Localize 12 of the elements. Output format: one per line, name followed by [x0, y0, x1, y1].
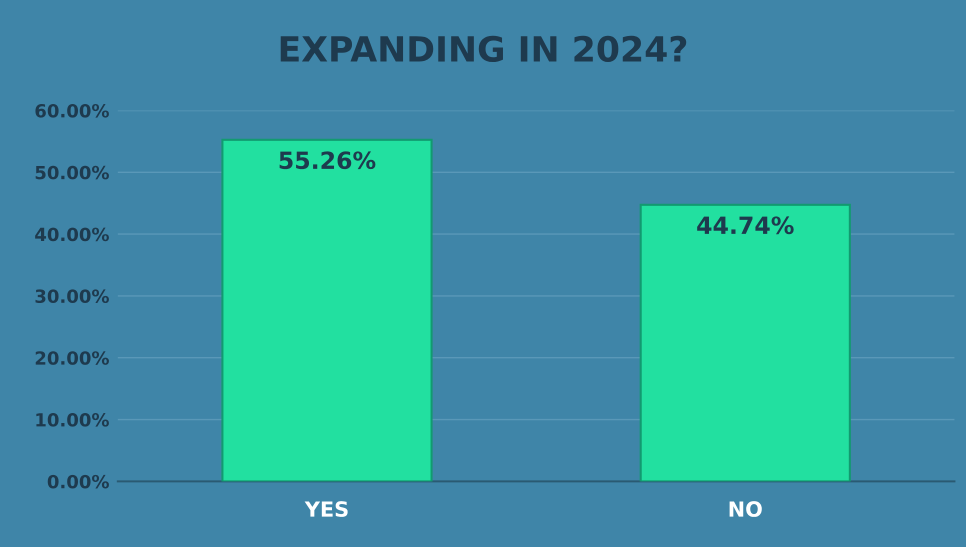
- x-tick-label: YES: [304, 501, 348, 517]
- y-tick-label: 40.00%: [35, 228, 109, 242]
- data-label: 55.26%: [280, 151, 376, 170]
- y-tick-label: 50.00%: [36, 166, 109, 180]
- x-tick-label: NO: [730, 501, 762, 517]
- chart-title: EXPANDING IN 2024?: [280, 36, 686, 62]
- y-tick-label: 30.00%: [36, 289, 109, 304]
- y-tick-label: 20.00%: [36, 351, 109, 365]
- y-tick-label: 60.00%: [35, 104, 109, 118]
- y-tick-label: 10.00%: [36, 413, 109, 427]
- data-label: 44.74%: [697, 216, 794, 234]
- y-tick-label: 0.00%: [48, 474, 109, 488]
